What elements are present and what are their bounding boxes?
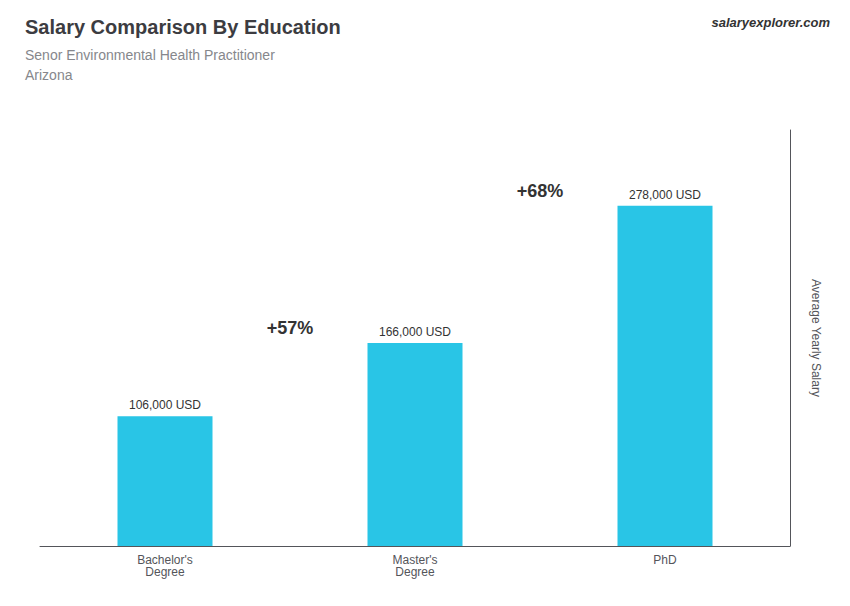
svg-text:PhD: PhD <box>653 553 677 567</box>
svg-text:Master's: Master's <box>392 553 438 567</box>
svg-text:+57%: +57% <box>267 318 314 338</box>
svg-text:166,000 USD: 166,000 USD <box>379 325 451 339</box>
svg-text:Senor Environmental Health Pra: Senor Environmental Health Practitioner <box>25 47 275 63</box>
svg-text:278,000 USD: 278,000 USD <box>629 188 701 202</box>
svg-text:salaryexplorer.com: salaryexplorer.com <box>711 15 830 30</box>
svg-text:Salary Comparison By Education: Salary Comparison By Education <box>25 16 341 38</box>
svg-text:Bachelor's: Bachelor's <box>137 553 193 567</box>
svg-text:Arizona: Arizona <box>25 67 73 83</box>
svg-text:106,000 USD: 106,000 USD <box>129 398 201 412</box>
svg-text:Average Yearly Salary: Average Yearly Salary <box>809 279 823 397</box>
svg-text:Degree: Degree <box>395 565 435 579</box>
svg-text:+68%: +68% <box>517 181 564 201</box>
svg-text:Degree: Degree <box>145 565 185 579</box>
